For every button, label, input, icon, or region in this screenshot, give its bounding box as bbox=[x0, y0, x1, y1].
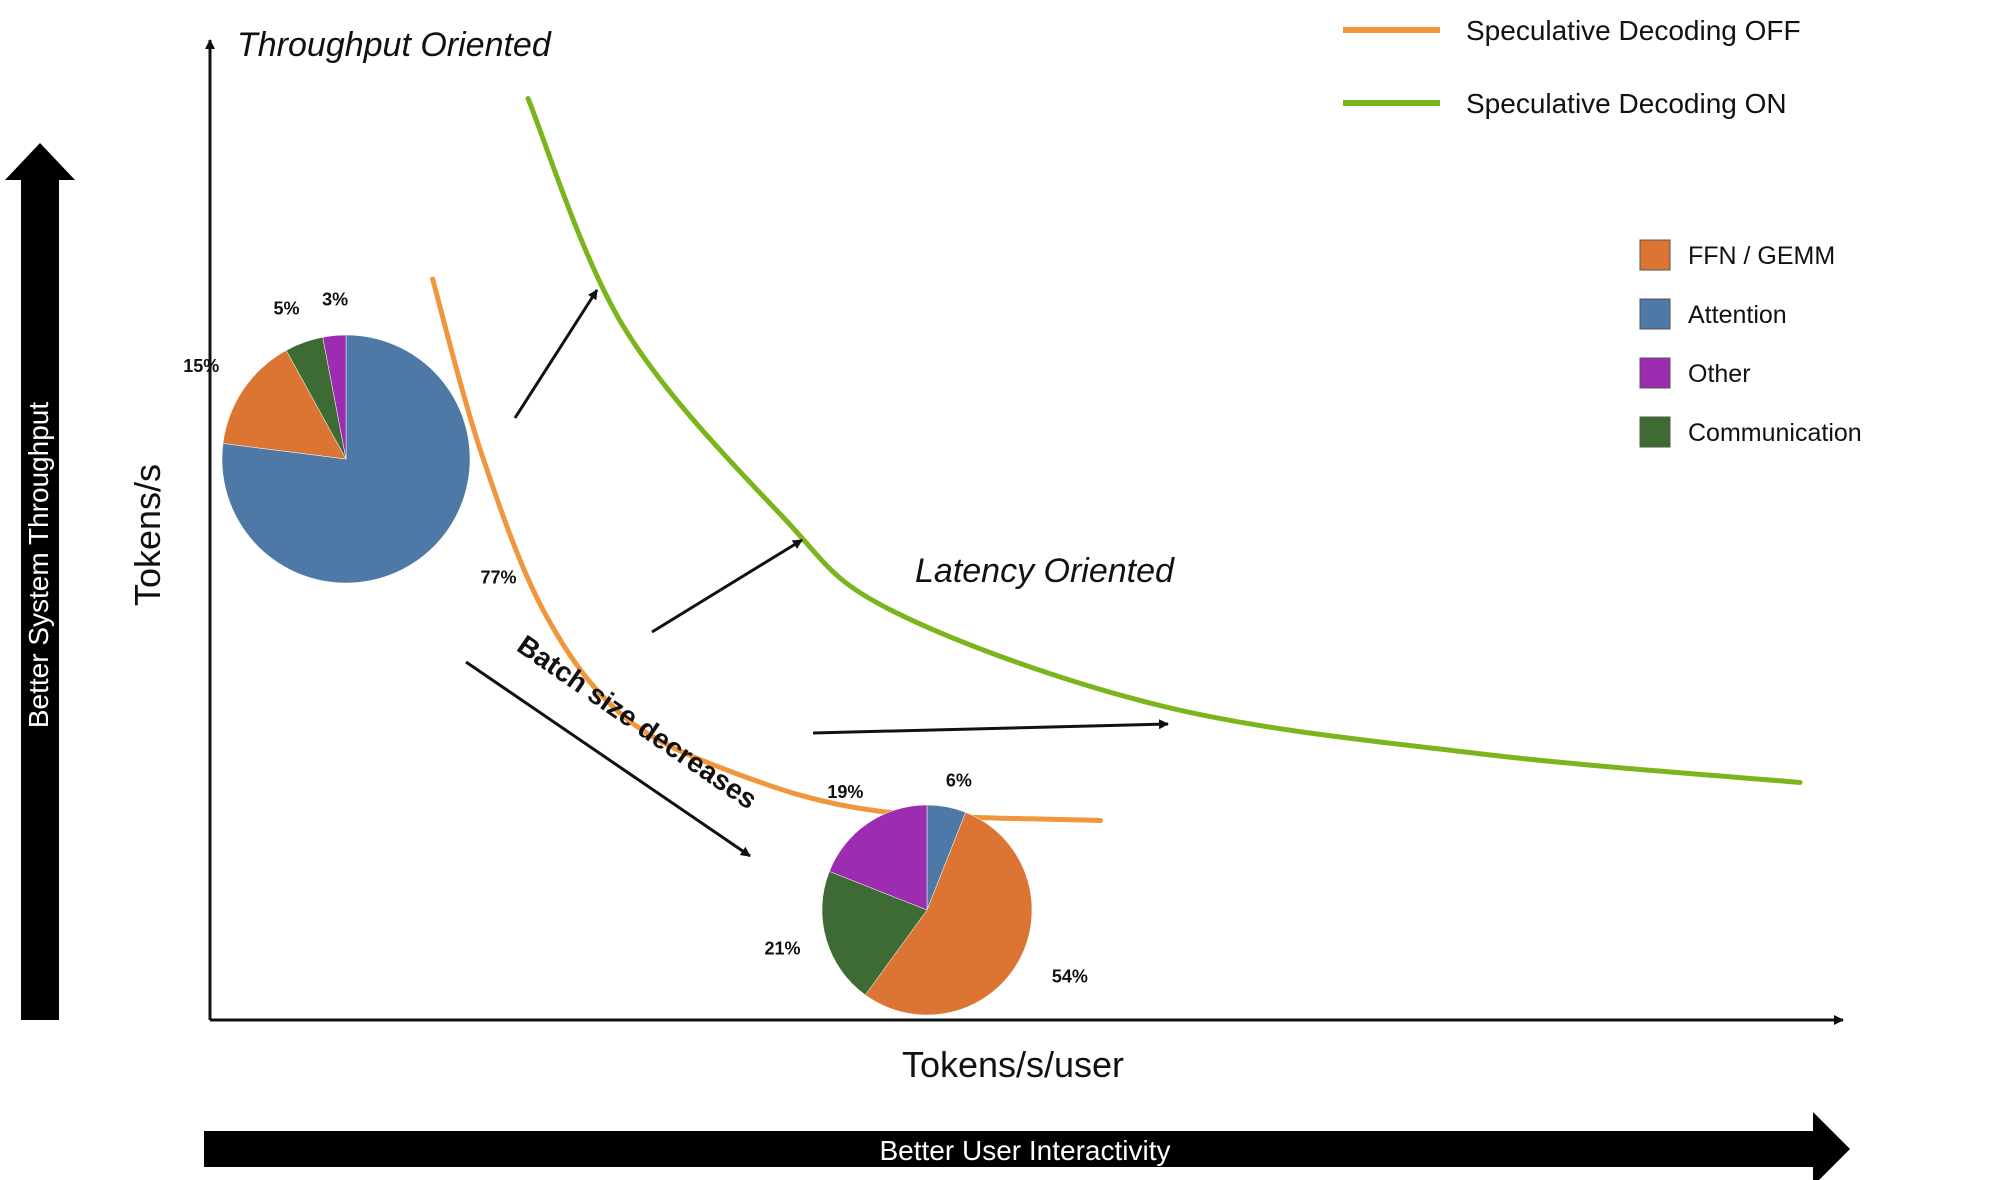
pie-2-slice-ffn-gemm bbox=[864, 812, 1033, 1016]
y-banner-arrow bbox=[5, 143, 75, 1020]
legend-label-speculative-decoding-off: Speculative Decoding OFF bbox=[1466, 15, 1801, 46]
x-axis-title: Tokens/s/user bbox=[902, 1044, 1124, 1085]
pie-charts: 77% 15% 5% 3% 6% 54% 21% 19% bbox=[183, 290, 1088, 1016]
pie-legend: FFN / GEMM Attention Other Communication bbox=[1639, 239, 1862, 448]
improvement-arrows bbox=[513, 289, 1169, 735]
pie-2-label-attention: 6% bbox=[946, 770, 972, 790]
pie-1-slice-ffn-gemm bbox=[222, 350, 347, 460]
pie-2-label-communication: 21% bbox=[764, 939, 800, 959]
legend-label-speculative-decoding-on: Speculative Decoding ON bbox=[1466, 88, 1787, 119]
pie-legend-swatch-communication bbox=[1639, 416, 1671, 448]
series-line-speculative-decoding-on bbox=[525, 96, 1803, 785]
pie-1-slice-other bbox=[322, 334, 347, 460]
series-line-speculative-decoding-off bbox=[430, 276, 1103, 823]
axes bbox=[205, 39, 1844, 1025]
pie-1: 77% 15% 5% 3% bbox=[183, 290, 516, 588]
batch-size-arrow bbox=[465, 660, 751, 858]
pie-2-label-other: 19% bbox=[827, 782, 863, 802]
y-banner-label: Better System Throughput bbox=[23, 402, 54, 729]
pie-legend-swatch-other bbox=[1639, 357, 1671, 389]
pie-2-label-ffn-gemm: 54% bbox=[1052, 967, 1088, 987]
improvement-arrow-upper bbox=[513, 289, 599, 419]
line-legend: Speculative Decoding OFF Speculative Deco… bbox=[1343, 15, 1801, 119]
pie-1-label-ffn-gemm: 15% bbox=[183, 356, 219, 376]
pie-legend-swatch-attention bbox=[1639, 298, 1671, 330]
pie-1-label-other: 3% bbox=[322, 290, 348, 310]
pie-2: 6% 54% 21% 19% bbox=[764, 770, 1088, 1016]
y-axis-title: Tokens/s bbox=[127, 464, 168, 606]
x-banner-label: Better User Interactivity bbox=[880, 1135, 1171, 1166]
latency-oriented-label: Latency Oriented bbox=[915, 552, 1175, 590]
series-curves bbox=[430, 96, 1803, 823]
x-banner-arrow bbox=[204, 1112, 1850, 1180]
pie-1-label-communication: 5% bbox=[273, 298, 299, 318]
pie-2-slice-other bbox=[829, 804, 928, 911]
throughput-oriented-label: Throughput Oriented bbox=[237, 26, 552, 64]
pie-legend-label-other: Other bbox=[1688, 360, 1751, 388]
pie-legend-label-ffn-gemm: FFN / GEMM bbox=[1688, 242, 1835, 270]
batch-size-label: Batch size decreases bbox=[512, 629, 763, 815]
improvement-arrow-middle bbox=[651, 538, 803, 634]
pie-1-label-attention: 77% bbox=[480, 568, 516, 588]
pie-legend-label-attention: Attention bbox=[1688, 301, 1787, 329]
pie-legend-swatch-ffn-gemm bbox=[1639, 239, 1671, 271]
improvement-arrow-lower bbox=[812, 719, 1169, 735]
pie-2-slice-communication bbox=[821, 871, 928, 996]
pie-legend-label-communication: Communication bbox=[1688, 419, 1862, 447]
